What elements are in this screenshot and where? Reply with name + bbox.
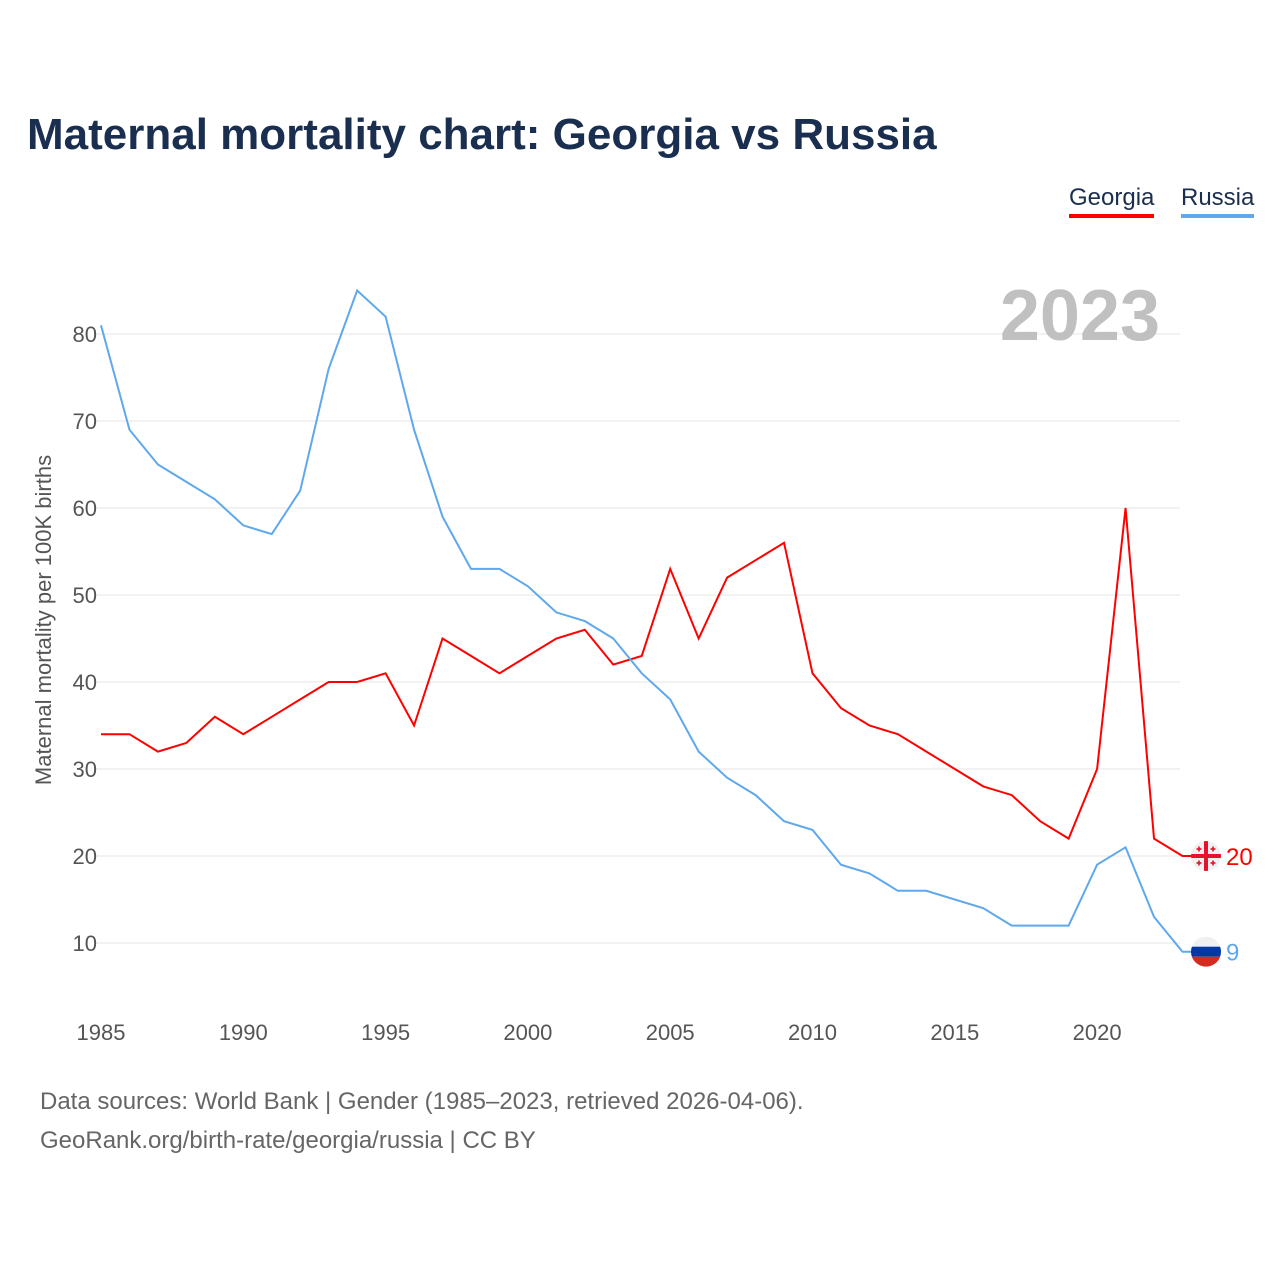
y-tick-label: 50 <box>73 583 97 608</box>
x-tick-label: 1995 <box>361 1020 410 1045</box>
legend-russia[interactable]: Russia <box>1181 184 1255 218</box>
end-value-label: 20 <box>1226 844 1253 871</box>
year-watermark: 2023 <box>1000 276 1160 356</box>
y-tick-label: 40 <box>73 670 97 695</box>
y-tick-label: 80 <box>73 322 97 347</box>
x-tick-label: 2020 <box>1073 1020 1122 1045</box>
x-tick-label: 1990 <box>219 1020 268 1045</box>
series-line-russia <box>100 288 1195 953</box>
end-value-label: 9 <box>1226 940 1239 967</box>
footer-sources: Data sources: World Bank | Gender (1985–… <box>40 1088 804 1115</box>
y-tick-label: 10 <box>73 931 97 956</box>
chart-title: Maternal mortality chart: Georgia vs Rus… <box>27 110 937 159</box>
y-tick-label: 60 <box>73 496 97 521</box>
x-tick-label: 2010 <box>788 1020 837 1045</box>
x-tick-label: 1985 <box>77 1020 126 1045</box>
x-tick-label: 2000 <box>503 1020 552 1045</box>
russia-flag-icon <box>1191 936 1221 967</box>
x-tick-label: 2015 <box>930 1020 979 1045</box>
y-tick-label: 70 <box>73 409 97 434</box>
georgia-flag-icon <box>1191 841 1221 871</box>
y-axis-label: Maternal mortality per 100K births <box>31 455 56 785</box>
y-tick-label: 20 <box>73 844 97 869</box>
series-line-georgia <box>101 507 1195 857</box>
legend-georgia[interactable]: Georgia <box>1069 184 1155 218</box>
x-tick-label: 2005 <box>646 1020 695 1045</box>
y-tick-label: 30 <box>73 757 97 782</box>
footer-link[interactable]: GeoRank.org/birth-rate/georgia/russia | … <box>40 1127 536 1154</box>
